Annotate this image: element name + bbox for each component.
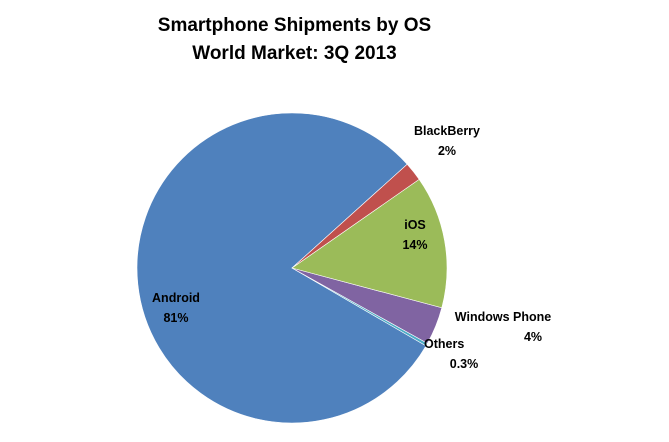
pie-slice-ios	[291, 178, 448, 309]
label-windows-phone: Windows Phone 4%	[443, 307, 563, 347]
label-ios-name: iOS	[404, 218, 426, 232]
label-windows-phone-value: 4%	[523, 330, 543, 344]
label-others: Others 0.3%	[424, 334, 504, 374]
chart-subtitle: World Market: 3Q 2013	[192, 43, 397, 64]
label-android-value: 81%	[163, 311, 189, 325]
label-android: Android 81%	[136, 288, 216, 328]
label-others-name: Others	[424, 337, 465, 351]
label-blackberry-name: BlackBerry	[413, 124, 480, 138]
label-blackberry-value: 2%	[437, 144, 457, 158]
label-ios-value: 14%	[402, 238, 428, 252]
label-android-name: Android	[152, 291, 200, 305]
label-others-value: 0.3%	[449, 357, 479, 371]
chart-title: Smartphone Shipments by OS	[157, 15, 432, 36]
label-ios: iOS 14%	[385, 215, 445, 255]
pie-slice-android	[136, 112, 427, 424]
label-windows-phone-name: Windows Phone	[454, 310, 552, 324]
label-blackberry: BlackBerry 2%	[402, 121, 492, 161]
pie-slice-blackberry	[291, 163, 420, 269]
